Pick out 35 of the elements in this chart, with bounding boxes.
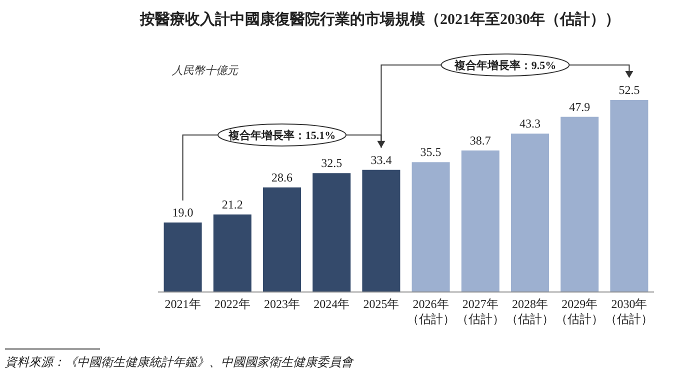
bar <box>511 134 549 292</box>
x-tick-label: 2021年 <box>164 297 201 311</box>
x-tick-label: 2029年（估計） <box>556 297 604 326</box>
data-label: 52.5 <box>618 83 640 97</box>
x-tick-label: 2030年（估計） <box>605 297 654 326</box>
bar <box>164 222 202 292</box>
x-tick-label: 2023年 <box>264 297 300 311</box>
data-label: 21.2 <box>222 197 243 212</box>
bar <box>312 173 351 292</box>
x-tick-label: 2025年 <box>363 297 400 311</box>
bar <box>362 170 400 292</box>
bar <box>610 100 648 292</box>
x-tick-label: 2028年（估計） <box>506 297 554 326</box>
data-label: 19.0 <box>172 206 194 220</box>
source-note: 資料來源：《中國衛生健康統計年鑑》、中國國家衛生健康委員會 <box>5 355 354 369</box>
data-label: 43.3 <box>520 116 540 131</box>
bar <box>263 187 301 292</box>
data-label: 28.6 <box>272 170 292 184</box>
text: 人民幣十億元 <box>171 64 239 77</box>
annotation: 複合年增長率：15.1% <box>227 129 336 142</box>
bar <box>461 150 500 292</box>
data-label: 38.7 <box>470 133 491 148</box>
bar <box>412 162 450 292</box>
data-label: 32.5 <box>321 156 342 170</box>
data-label: 35.5 <box>420 145 442 160</box>
x-tick-label: 2027年（估計） <box>456 297 504 326</box>
bar <box>560 116 599 292</box>
x-tick-label: 2024年 <box>314 297 350 311</box>
text: 複合年增長率：9.5% <box>453 59 556 72</box>
chart-title: 按醫療收入計中國康復醫院行業的市場規模（2021年至2030年（估計）） <box>139 10 620 28</box>
data-label: 33.4 <box>370 152 392 167</box>
x-tick-label: 2022年 <box>214 297 250 311</box>
bar <box>213 214 252 292</box>
x-tick-label: 2026年（估計） <box>406 297 455 326</box>
data-label: 47.9 <box>569 100 590 114</box>
